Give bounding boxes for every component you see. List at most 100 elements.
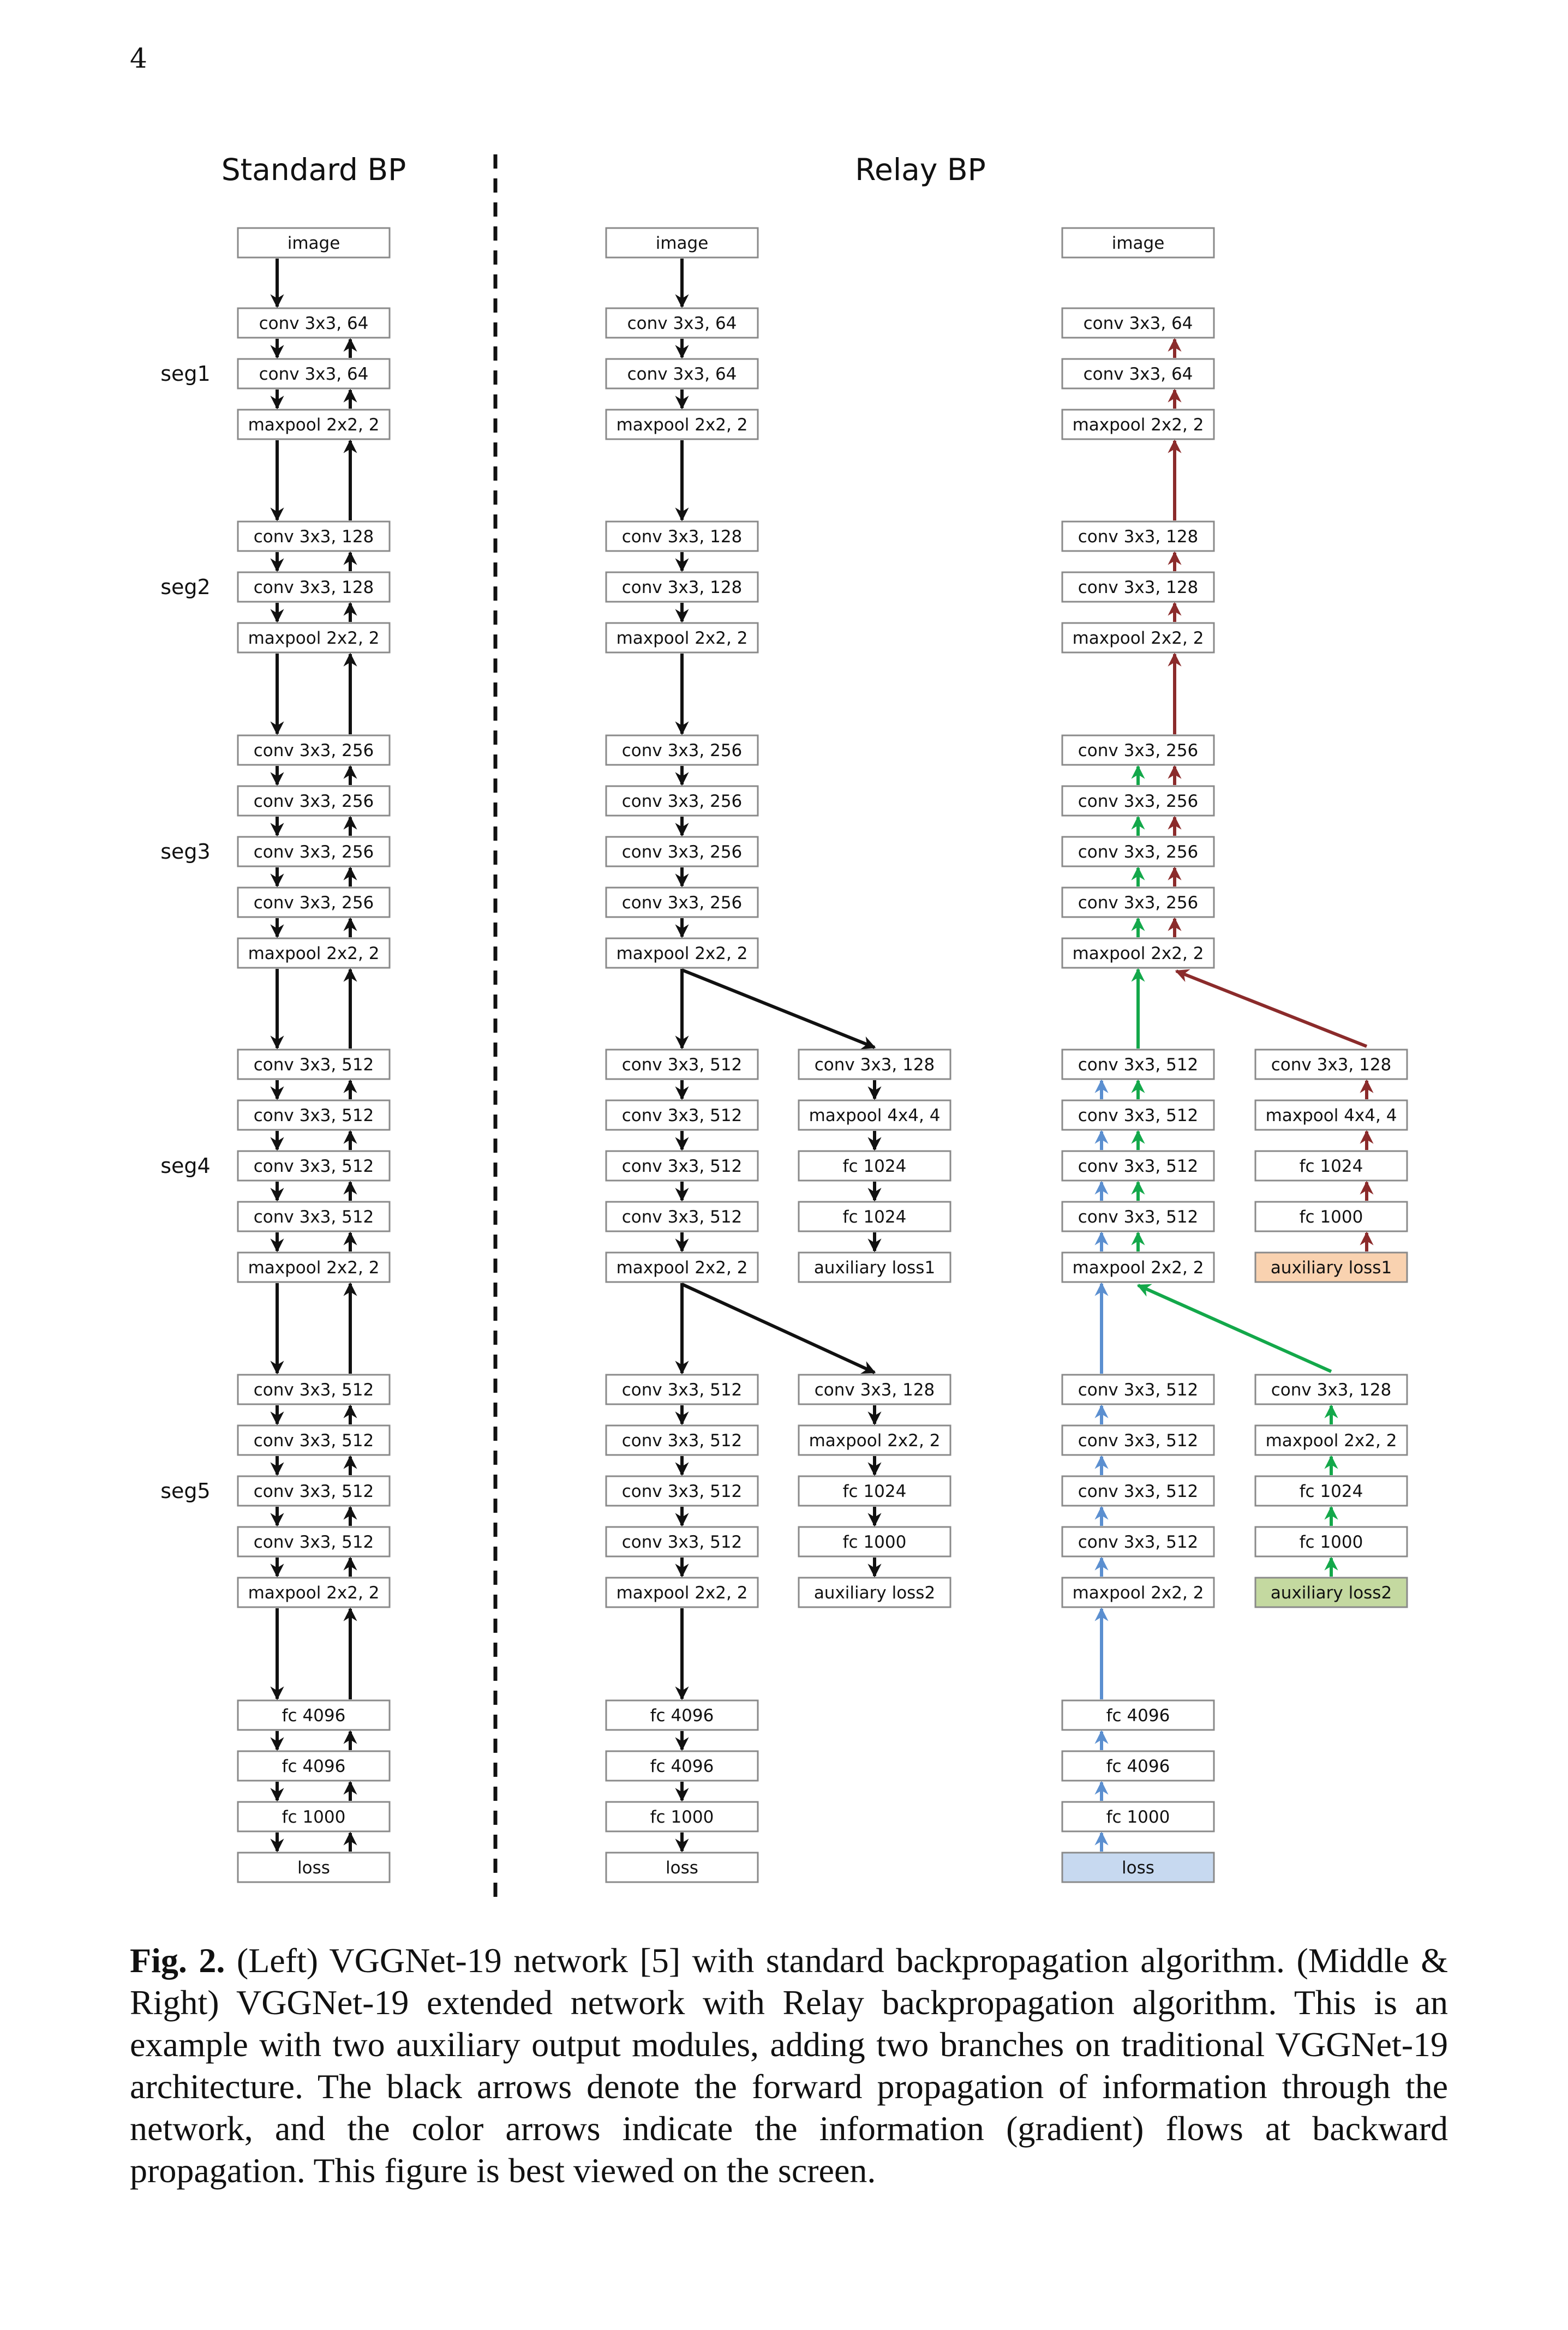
heading-standard-bp: Standard BP — [222, 152, 406, 187]
relay-forward-layer-25-box — [605, 1852, 759, 1883]
relay-backward-layer-14-box — [1061, 1150, 1215, 1182]
aux1-backward-layer-3-box — [1254, 1201, 1408, 1232]
relay-forward-layer-3-label: maxpool 2x2, 2 — [617, 415, 748, 435]
aux2-forward-layer-4-label: auxiliary loss2 — [814, 1583, 935, 1603]
relay-backward-layer-24-box — [1061, 1801, 1215, 1832]
standard-layer-20-label: conv 3x3, 512 — [254, 1532, 374, 1552]
standard-layer-16-box — [237, 1251, 391, 1283]
standard-layer-19-label: conv 3x3, 512 — [254, 1482, 374, 1501]
relay-backward-layer-9-box — [1061, 836, 1215, 867]
relay-forward-layer-20-label: conv 3x3, 512 — [622, 1532, 743, 1552]
standard-layer-18-box — [237, 1424, 391, 1456]
aux1-forward-layer-2-label: fc 1024 — [843, 1157, 907, 1176]
segment-label-2: seg2 — [160, 575, 210, 599]
relay-backward-layer-10-label: conv 3x3, 256 — [1078, 893, 1199, 913]
aux1-forward-layer-3-label: fc 1024 — [843, 1207, 907, 1227]
segment-label-3: seg3 — [160, 840, 210, 864]
standard-layer-14-box — [237, 1150, 391, 1182]
relay-forward-layer-5-box — [605, 571, 759, 603]
figure-caption: Fig. 2. (Left) VGGNet-19 network [5] wit… — [130, 1939, 1448, 2191]
standard-layer-6-label: maxpool 2x2, 2 — [248, 628, 380, 648]
standard-layer-4-label: conv 3x3, 128 — [254, 527, 374, 547]
standard-layer-1-box — [237, 307, 391, 339]
relay-backward-layer-7-box — [1061, 734, 1215, 766]
relay-backward-layer-3-box — [1061, 409, 1215, 440]
relay-backward-layer-9-label: conv 3x3, 256 — [1078, 842, 1199, 862]
standard-layer-24-label: fc 1000 — [282, 1807, 346, 1827]
relay-backward-layer-16-label: maxpool 2x2, 2 — [1073, 1258, 1204, 1278]
relay-backward-layer-15-box — [1061, 1201, 1215, 1232]
aux1-forward-layer-0-label: conv 3x3, 128 — [815, 1055, 935, 1075]
relay-backward-layer-12-label: conv 3x3, 512 — [1078, 1055, 1199, 1075]
relay-forward-layer-16-box — [605, 1251, 759, 1283]
relay-forward-branch-arrow-1 — [681, 968, 876, 1050]
relay-forward-layer-9-label: conv 3x3, 256 — [622, 842, 743, 862]
relay-forward-layer-3-box — [605, 409, 759, 440]
relay-forward-layer-15-label: conv 3x3, 512 — [622, 1207, 743, 1227]
standard-layer-0-label: image — [288, 233, 340, 253]
aux2-backward-layer-3-box — [1254, 1526, 1408, 1558]
relay-forward-layer-8-box — [605, 785, 759, 817]
standard-layer-4-box — [237, 520, 391, 552]
caption-text: (Left) VGGNet-19 network [5] with standa… — [130, 1941, 1449, 2190]
relay-forward-layer-6-label: maxpool 2x2, 2 — [617, 628, 748, 648]
aux1-backward-layer-2-label: fc 1024 — [1300, 1157, 1363, 1176]
aux1-backward-layer-4-label: auxiliary loss1 — [1271, 1258, 1392, 1278]
standard-layer-10-box — [237, 887, 391, 918]
standard-layer-6-box — [237, 622, 391, 654]
standard-layer-5-label: conv 3x3, 128 — [254, 578, 374, 597]
relay-backward-layer-6-box — [1061, 622, 1215, 654]
standard-layer-7-box — [237, 734, 391, 766]
page-number: 4 — [130, 43, 147, 74]
aux1-backward-layer-0-box — [1254, 1049, 1408, 1080]
relay-backward-layer-19-box — [1061, 1475, 1215, 1507]
standard-layer-21-box — [237, 1577, 391, 1608]
standard-layer-15-box — [237, 1201, 391, 1232]
standard-layer-11-label: maxpool 2x2, 2 — [248, 944, 380, 963]
relay-backward-layer-14-label: conv 3x3, 512 — [1078, 1157, 1199, 1176]
relay-forward-layer-10-box — [605, 887, 759, 918]
heading-relay-bp: Relay BP — [855, 152, 986, 187]
standard-layer-11-box — [237, 937, 391, 969]
relay-backward-layer-0-label: image — [1112, 233, 1165, 253]
standard-layer-10-label: conv 3x3, 256 — [254, 893, 374, 913]
standard-layer-13-box — [237, 1099, 391, 1131]
relay-forward-layer-14-label: conv 3x3, 512 — [622, 1157, 743, 1176]
relay-backward-layer-11-label: maxpool 2x2, 2 — [1073, 944, 1204, 963]
aux1-forward-layer-2-box — [798, 1150, 951, 1182]
aux2-backward-layer-0-box — [1254, 1374, 1408, 1405]
relay-forward-layer-8-label: conv 3x3, 256 — [622, 792, 743, 811]
relay-forward-layer-17-box — [605, 1374, 759, 1405]
relay-backward-layer-1-box — [1061, 307, 1215, 339]
relay-forward-layer-6-box — [605, 622, 759, 654]
relay-forward-layer-19-label: conv 3x3, 512 — [622, 1482, 743, 1501]
aux1-backward-layer-1-box — [1254, 1099, 1408, 1131]
standard-layer-17-label: conv 3x3, 512 — [254, 1380, 374, 1400]
relay-backward-layer-15-label: conv 3x3, 512 — [1078, 1207, 1199, 1227]
relay-forward-layer-23-box — [605, 1750, 759, 1782]
relay-forward-layer-12-label: conv 3x3, 512 — [622, 1055, 743, 1075]
aux2-forward-layer-1-label: maxpool 2x2, 2 — [809, 1431, 941, 1451]
relay-backward-layer-16-box — [1061, 1251, 1215, 1283]
standard-layer-22-label: fc 4096 — [282, 1706, 346, 1726]
relay-forward-layer-9-box — [605, 836, 759, 867]
relay-forward-layer-10-label: conv 3x3, 256 — [622, 893, 743, 913]
standard-layer-19-box — [237, 1475, 391, 1507]
standard-layer-2-box — [237, 358, 391, 390]
aux2-backward-layer-1-box — [1254, 1424, 1408, 1456]
relay-forward-layer-15-box — [605, 1201, 759, 1232]
relay-backward-layer-13-label: conv 3x3, 512 — [1078, 1106, 1199, 1125]
aux1-backward-layer-2-box — [1254, 1150, 1408, 1182]
relay-forward-layer-19-box — [605, 1475, 759, 1507]
relay-backward-layer-22-box — [1061, 1699, 1215, 1731]
relay-backward-layer-4-label: conv 3x3, 128 — [1078, 527, 1199, 547]
relay-backward-layer-2-box — [1061, 358, 1215, 390]
standard-layer-5-box — [237, 571, 391, 603]
relay-forward-branch-arrow-2 — [681, 1283, 876, 1374]
relay-backward-layer-18-label: conv 3x3, 512 — [1078, 1431, 1199, 1451]
caption-label: Fig. 2. — [130, 1941, 225, 1980]
aux2-forward-layer-3-box — [798, 1526, 951, 1558]
standard-layer-18-label: conv 3x3, 512 — [254, 1431, 374, 1451]
relay-forward-layer-21-box — [605, 1577, 759, 1608]
relay-forward-layer-16-label: maxpool 2x2, 2 — [617, 1258, 748, 1278]
